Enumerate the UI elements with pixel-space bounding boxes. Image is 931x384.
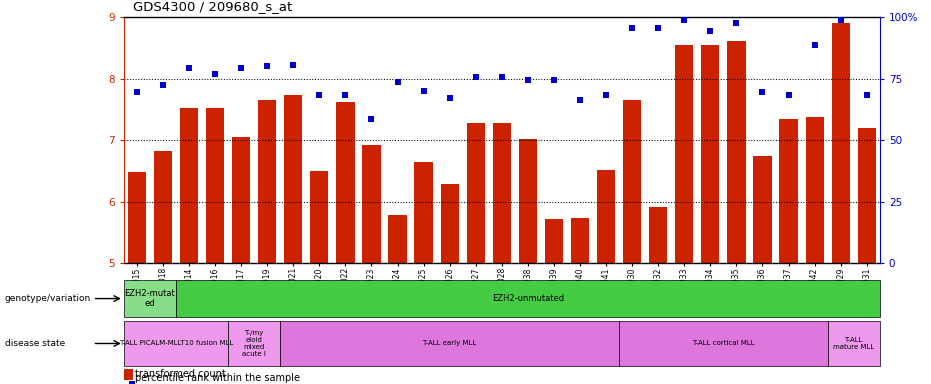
- Point: [651, 25, 666, 31]
- Point: [217, 361, 232, 367]
- Point: [625, 25, 640, 31]
- Bar: [154, 151, 172, 263]
- Bar: [675, 45, 694, 263]
- Point: [155, 82, 170, 88]
- Bar: [545, 219, 563, 263]
- Point: [833, 17, 848, 23]
- Bar: [727, 41, 746, 263]
- Text: T-ALL
mature MLL: T-ALL mature MLL: [833, 337, 874, 350]
- Bar: [310, 171, 329, 263]
- Point: [260, 63, 275, 70]
- Bar: [440, 184, 459, 263]
- Point: [234, 65, 249, 71]
- Bar: [258, 100, 277, 263]
- Point: [442, 95, 457, 101]
- Bar: [180, 108, 198, 263]
- Text: EZH2-mutat
ed: EZH2-mutat ed: [125, 289, 175, 308]
- Point: [703, 28, 718, 34]
- Bar: [280, 321, 619, 366]
- Point: [807, 42, 822, 48]
- Point: [573, 97, 587, 103]
- Bar: [619, 321, 828, 366]
- Bar: [753, 156, 772, 263]
- Text: T-ALL PICALM-MLLT10 fusion MLL: T-ALL PICALM-MLLT10 fusion MLL: [119, 341, 233, 346]
- Bar: [649, 207, 668, 263]
- Point: [677, 17, 692, 23]
- Point: [729, 20, 744, 26]
- Point: [208, 71, 223, 77]
- Text: genotype/variation: genotype/variation: [5, 294, 91, 303]
- Text: percentile rank within the sample: percentile rank within the sample: [135, 373, 300, 383]
- Bar: [124, 321, 228, 366]
- Point: [364, 116, 379, 122]
- Point: [755, 89, 770, 95]
- Point: [416, 88, 431, 94]
- Bar: [124, 280, 176, 317]
- Bar: [571, 218, 589, 263]
- Point: [599, 92, 614, 98]
- Point: [468, 74, 483, 81]
- Bar: [362, 145, 381, 263]
- Bar: [519, 139, 537, 263]
- Bar: [388, 215, 407, 263]
- Bar: [336, 102, 355, 263]
- Bar: [492, 123, 511, 263]
- Point: [182, 65, 196, 71]
- Point: [546, 77, 561, 83]
- Text: T-ALL early MLL: T-ALL early MLL: [423, 341, 477, 346]
- Bar: [701, 45, 720, 263]
- Bar: [284, 95, 303, 263]
- Point: [312, 92, 327, 98]
- Text: T-/my
eloid
mixed
acute l: T-/my eloid mixed acute l: [242, 330, 266, 357]
- Point: [781, 92, 796, 98]
- Point: [520, 77, 535, 83]
- Bar: [828, 321, 880, 366]
- Bar: [414, 162, 433, 263]
- Bar: [623, 100, 641, 263]
- Bar: [597, 170, 615, 263]
- Text: T-ALL cortical MLL: T-ALL cortical MLL: [692, 341, 755, 346]
- Point: [338, 92, 353, 98]
- Bar: [779, 119, 798, 263]
- Point: [286, 62, 301, 68]
- Bar: [228, 321, 280, 366]
- Text: disease state: disease state: [5, 339, 65, 348]
- Bar: [857, 128, 876, 263]
- Text: transformed count: transformed count: [135, 369, 225, 379]
- Point: [390, 79, 405, 85]
- Text: GDS4300 / 209680_s_at: GDS4300 / 209680_s_at: [133, 0, 292, 13]
- Bar: [206, 108, 224, 263]
- Bar: [466, 123, 485, 263]
- Bar: [805, 117, 824, 263]
- Point: [129, 89, 144, 95]
- Point: [859, 92, 874, 98]
- Text: EZH2-unmutated: EZH2-unmutated: [492, 294, 564, 303]
- Bar: [232, 137, 250, 263]
- Bar: [831, 23, 850, 263]
- Bar: [128, 172, 146, 263]
- Point: [494, 74, 509, 81]
